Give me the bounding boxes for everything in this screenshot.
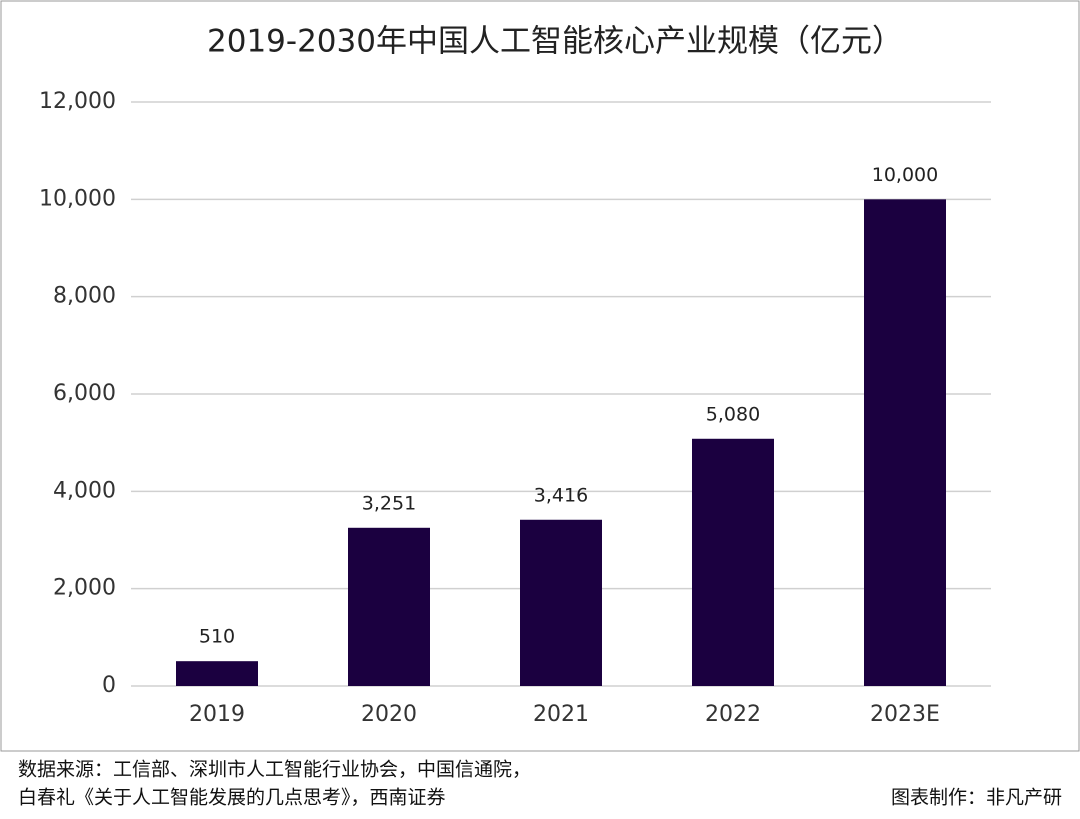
x-tick-label: 2022 (705, 702, 761, 727)
y-tick-label: 6,000 (53, 381, 116, 406)
value-label: 3,251 (362, 492, 416, 514)
value-label: 10,000 (872, 164, 938, 186)
source-line: 白春礼《关于人工智能发展的几点思考》，西南证券 (18, 787, 446, 809)
x-tick-label: 2023E (870, 702, 940, 727)
y-tick-label: 8,000 (53, 284, 116, 309)
x-tick-label: 2020 (361, 702, 417, 727)
chart-frame (0, 0, 1080, 752)
value-label: 5,080 (706, 403, 760, 425)
y-tick-label: 0 (102, 673, 116, 698)
y-tick-label: 10,000 (39, 186, 116, 211)
bar (692, 438, 774, 686)
value-label: 510 (199, 626, 235, 648)
value-label: 3,416 (534, 484, 588, 506)
y-tick-label: 4,000 (53, 478, 116, 503)
bar (176, 661, 258, 686)
bar (864, 199, 946, 687)
bar (520, 519, 602, 686)
y-tick-label: 2,000 (53, 576, 116, 601)
y-tick-label: 12,000 (39, 89, 116, 114)
x-tick-label: 2021 (533, 702, 589, 727)
source-line: 数据来源：工信部、深圳市人工智能行业协会，中国信通院， (18, 759, 531, 781)
chart-title: 2019-2030年中国人工智能核心产业规模（亿元） (207, 24, 903, 60)
x-tick-label: 2019 (189, 702, 245, 727)
bar (348, 527, 430, 686)
credit: 图表制作：非凡产研 (891, 787, 1062, 809)
